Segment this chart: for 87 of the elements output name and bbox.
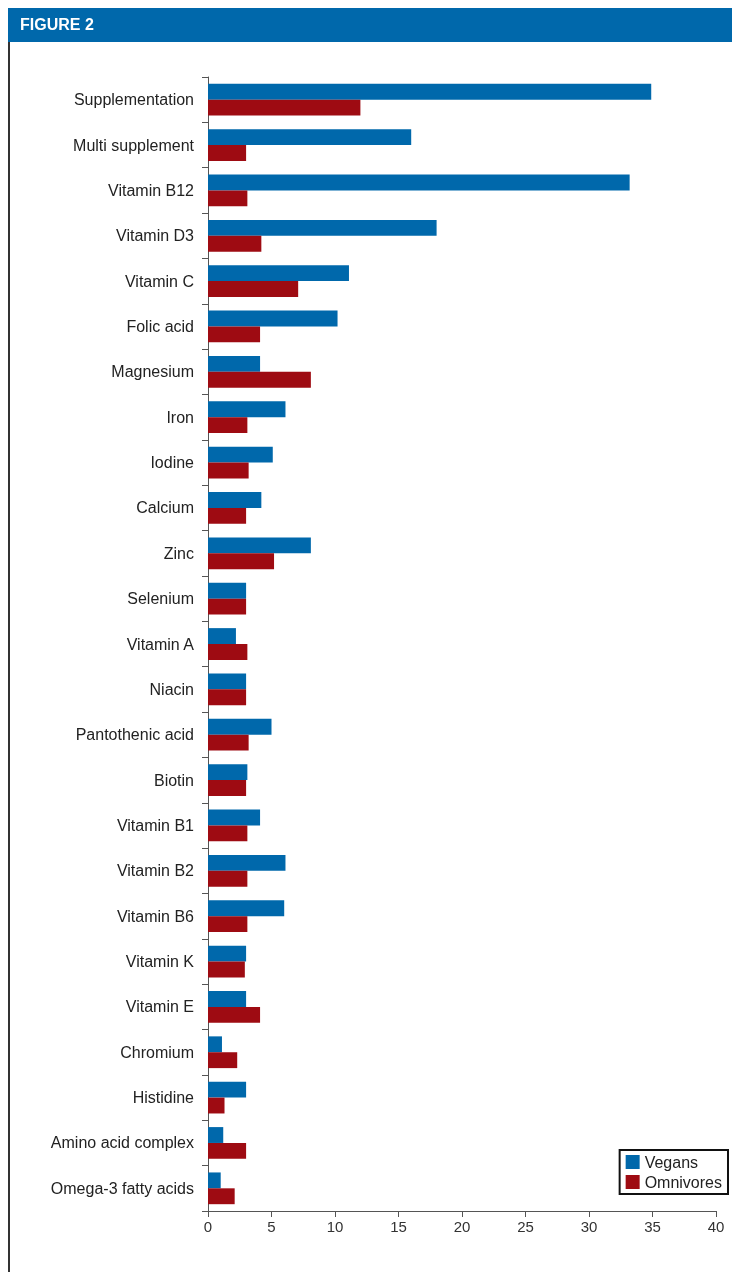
x-tick-label: 35 <box>644 1218 661 1235</box>
x-tick-label: 10 <box>326 1218 344 1235</box>
bar <box>208 190 248 207</box>
bar <box>208 673 247 690</box>
bar <box>208 83 652 100</box>
y-tick-label: Niacin <box>149 680 194 698</box>
x-tick-label: 20 <box>453 1218 471 1235</box>
y-tick-label: Vitamin D3 <box>116 227 195 245</box>
bar <box>208 537 311 554</box>
bar <box>208 689 247 706</box>
bar <box>208 507 247 524</box>
bar <box>208 1006 261 1023</box>
y-tick-label: Histidine <box>132 1089 195 1107</box>
bar <box>208 1036 222 1053</box>
bar <box>208 326 261 343</box>
y-tick-label: Vitamin B12 <box>108 181 195 199</box>
bar <box>208 764 248 781</box>
y-tick-label: Multi supplement <box>73 136 195 154</box>
bar <box>208 628 236 644</box>
bar <box>208 235 262 252</box>
bar <box>208 1127 224 1143</box>
bar <box>208 219 437 236</box>
text: FIGURE 2 <box>8 8 732 42</box>
bar <box>208 870 248 887</box>
bar <box>208 900 285 917</box>
y-tick-label: Iodine <box>150 454 195 472</box>
bar <box>208 265 349 282</box>
bar <box>208 734 249 751</box>
bar <box>208 598 247 615</box>
bar <box>208 961 245 978</box>
bar <box>208 1081 247 1098</box>
bar <box>208 854 286 871</box>
y-tick-label: Calcium <box>136 499 194 517</box>
bar <box>208 916 248 933</box>
bar <box>208 1172 221 1189</box>
y-tick-label: Omega-3 fatty acids <box>50 1179 194 1197</box>
bar <box>208 371 311 388</box>
bar <box>208 1052 238 1069</box>
bar <box>208 417 248 434</box>
bar <box>208 99 361 116</box>
y-tick-label: Vitamin B1 <box>116 816 195 834</box>
bar <box>208 809 261 826</box>
bar <box>208 355 261 372</box>
y-tick-label: Vitamin K <box>125 953 195 971</box>
bar <box>208 281 299 297</box>
bar <box>208 145 247 161</box>
x-tick-label: 15 <box>390 1218 407 1235</box>
bar <box>208 644 248 660</box>
x-tick-label: 30 <box>580 1218 598 1235</box>
x-tick-label: 5 <box>267 1218 276 1235</box>
bar <box>208 174 630 191</box>
bar <box>208 1188 235 1205</box>
bar <box>208 401 286 418</box>
y-tick-label: Folic acid <box>126 317 194 335</box>
y-tick-label: Iron <box>166 408 194 426</box>
y-tick-label: Magnesium <box>111 363 194 381</box>
y-tick-label: Vitamin B2 <box>116 862 195 880</box>
bar <box>208 945 247 962</box>
bar <box>208 310 338 327</box>
x-tick-label: 40 <box>707 1218 725 1235</box>
bar <box>208 129 412 146</box>
bar <box>208 991 247 1007</box>
bar <box>208 718 272 735</box>
x-tick-label: 0 <box>203 1218 213 1235</box>
legend-label: Omnivores <box>644 1173 723 1191</box>
y-tick-label: Vitamin A <box>126 635 195 653</box>
bar <box>208 1142 247 1159</box>
y-tick-label: Selenium <box>127 590 194 608</box>
y-tick-label: Pantothenic acid <box>75 726 194 744</box>
y-tick-label: Supplementation <box>73 91 194 109</box>
bar <box>208 780 247 796</box>
bar <box>208 492 262 508</box>
bar <box>208 1097 225 1114</box>
y-tick-label: Amino acid complex <box>50 1134 194 1152</box>
legend-label: Vegans <box>644 1153 699 1171</box>
y-tick-label: Chromium <box>120 1043 194 1061</box>
x-tick-label: 25 <box>517 1218 534 1235</box>
y-tick-label: Vitamin B6 <box>116 907 195 925</box>
y-tick-label: Zinc <box>163 544 194 562</box>
bar <box>208 582 247 599</box>
y-tick-label: Vitamin C <box>124 272 194 290</box>
bar <box>208 553 275 570</box>
bar <box>208 825 248 842</box>
bar <box>208 462 249 479</box>
y-tick-label: Biotin <box>153 771 194 789</box>
bar <box>208 446 273 463</box>
y-tick-label: Vitamin E <box>125 998 194 1016</box>
